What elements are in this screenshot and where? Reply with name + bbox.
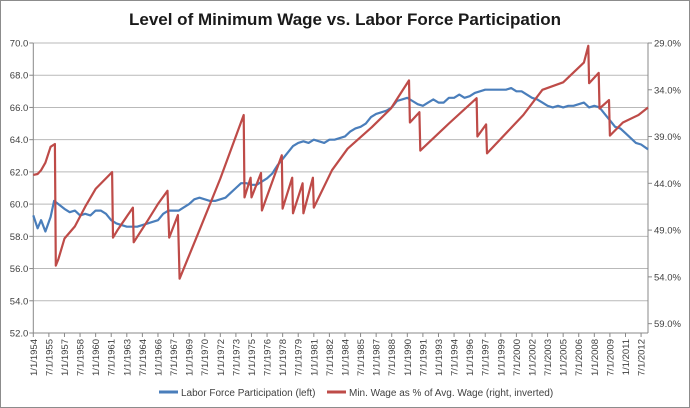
- x-tick-label: 7/1/2003: [543, 339, 554, 376]
- x-tick-label: 7/1/2006: [574, 339, 585, 376]
- x-tick-label: 7/1/1961: [107, 339, 118, 376]
- x-tick-label: 7/1/1964: [138, 339, 149, 376]
- y-right-tick-label: 59.0%: [654, 319, 681, 330]
- x-tick-label: 1/1/1954: [29, 339, 40, 376]
- y-left-tick-label: 54.0: [10, 296, 29, 307]
- y-right-tick-label: 49.0%: [654, 226, 681, 237]
- y-left-tick-label: 66.0: [10, 103, 29, 114]
- x-tick-label: 7/1/1991: [418, 339, 429, 376]
- y-left-tick-label: 56.0: [10, 264, 29, 275]
- x-tick-label: 7/1/1994: [450, 339, 461, 376]
- x-tick-label: 7/1/1982: [325, 339, 336, 376]
- x-tick-label: 1/1/1975: [247, 339, 258, 376]
- x-tick-label: 7/1/1958: [76, 339, 87, 376]
- x-tick-label: 7/1/1988: [387, 339, 398, 376]
- y-right-tick-label: 44.0%: [654, 179, 681, 190]
- legend-label-lfp: Labor Force Participation (left): [181, 388, 316, 399]
- x-tick-label: 7/1/1976: [263, 339, 274, 376]
- series-line-lfp: [32, 86, 649, 233]
- x-tick-label: 1/1/1957: [60, 339, 71, 376]
- x-tick-label: 1/1/1993: [434, 339, 445, 376]
- x-tick-label: 1/1/1978: [278, 339, 289, 376]
- x-tick-label: 1/1/1972: [216, 339, 227, 376]
- legend-label-minwage: Min. Wage as % of Avg. Wage (right, inve…: [349, 388, 553, 399]
- x-tick-label: 1/1/1960: [91, 339, 102, 376]
- y-left-tick-label: 68.0: [10, 71, 29, 82]
- x-tick-label: 1/1/2008: [590, 339, 601, 376]
- y-left-tick-label: 64.0: [10, 135, 29, 146]
- x-tick-label: 1/1/1966: [153, 339, 164, 376]
- x-tick-label: 7/1/1955: [44, 339, 55, 376]
- x-tick-label: 7/1/2009: [605, 339, 616, 376]
- y-left-tick-label: 52.0: [10, 329, 29, 340]
- x-tick-label: 1/1/1981: [309, 339, 320, 376]
- y-left-tick-label: 70.0: [10, 39, 29, 50]
- x-tick-label: 1/1/1963: [122, 339, 133, 376]
- y-right-tick-label: 39.0%: [654, 132, 681, 143]
- series-line-minwage: [33, 44, 649, 280]
- x-tick-label: 1/1/2011: [621, 339, 632, 375]
- y-right-tick-label: 54.0%: [654, 272, 681, 283]
- x-tick-label: 1/1/1987: [372, 339, 383, 376]
- series-lines: [32, 44, 649, 280]
- y-right-tick-labels: 29.0% 34.0% 39.0% 44.0% 49.0% 54.0% 59.0%: [654, 39, 681, 331]
- x-tick-label: 1/1/1969: [185, 339, 196, 376]
- y-left-tick-labels: 52.0 54.0 56.0 58.0 60.0 62.0 64.0 66.0 68.0 70.0: [10, 39, 29, 340]
- x-tick-label: 1/1/1984: [340, 339, 351, 376]
- x-tick-label: 7/1/2012: [637, 339, 648, 376]
- x-tick-label: 7/1/1997: [481, 339, 492, 376]
- x-tick-label: 1/1/2005: [559, 339, 570, 376]
- x-tick-label: 7/1/1973: [231, 339, 242, 376]
- x-tick-label: 1/1/1990: [403, 339, 414, 376]
- chart-title: Level of Minimum Wage vs. Labor Force Pa…: [129, 10, 561, 29]
- x-tick-label: 1/1/1999: [496, 339, 507, 376]
- x-tick-label: 7/1/1970: [200, 339, 211, 376]
- y-left-tick-label: 58.0: [10, 232, 29, 243]
- legend: Labor Force Participation (left) Min. Wa…: [159, 388, 553, 399]
- y-right-tick-label: 29.0%: [654, 39, 681, 50]
- x-tick-label: 7/1/1979: [294, 339, 305, 376]
- x-tick-label: 1/1/2002: [527, 339, 538, 376]
- x-tick-labels: 1/1/1954 7/1/1955 1/1/1957 7/1/1958 1/1/1960…: [29, 339, 648, 376]
- y-left-tick-label: 60.0: [10, 200, 29, 211]
- x-tick-label: 7/1/1967: [169, 339, 180, 376]
- y-right-tick-label: 34.0%: [654, 85, 681, 96]
- x-tick-label: 1/1/1996: [465, 339, 476, 376]
- axes: [29, 42, 652, 337]
- x-tick-label: 7/1/2000: [512, 339, 523, 376]
- x-tick-label: 7/1/1985: [356, 339, 367, 376]
- y-left-tick-label: 62.0: [10, 167, 29, 178]
